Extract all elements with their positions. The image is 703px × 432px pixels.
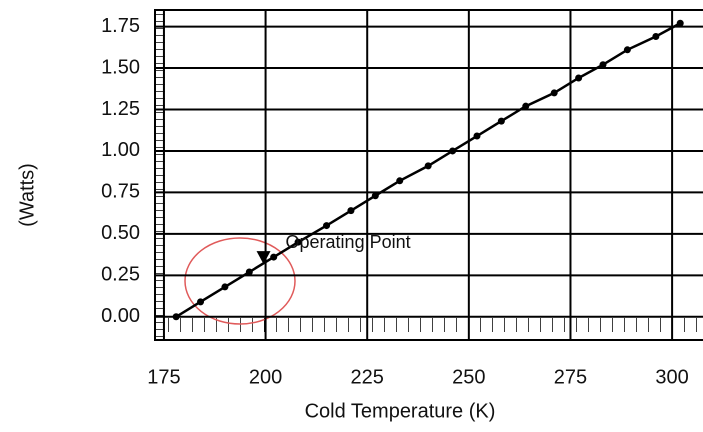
- point: [599, 61, 607, 69]
- y-tick-label: 0.75: [101, 181, 140, 203]
- x-tick-label: 300: [655, 366, 688, 388]
- plot-border: [154, 9, 703, 341]
- point: [172, 313, 180, 321]
- y-tick-label: 1.25: [101, 98, 140, 120]
- y-tick-label: 0.50: [101, 222, 140, 244]
- point: [396, 177, 404, 185]
- point: [197, 298, 205, 306]
- annotation: Operating Point: [286, 232, 411, 252]
- point: [347, 207, 355, 215]
- operating-point: [256, 251, 271, 265]
- y-tick-label: 0.25: [101, 264, 140, 286]
- point: [522, 102, 530, 110]
- y-tick-label: 1.75: [101, 15, 140, 37]
- point: [652, 33, 660, 41]
- point: [575, 74, 583, 82]
- point: [497, 117, 505, 125]
- point: [424, 162, 432, 170]
- y-tick-label: 1.00: [101, 139, 140, 161]
- x-axis-label: Cold Temperature (K): [305, 400, 496, 422]
- x-tick-label: 225: [351, 366, 384, 388]
- point: [294, 238, 302, 246]
- point: [371, 192, 379, 200]
- x-tick-label: 275: [554, 366, 587, 388]
- point: [676, 19, 684, 27]
- point: [245, 268, 253, 276]
- y-axis-label: (Watts): [16, 163, 38, 227]
- y-tick-label: 0.00: [101, 305, 140, 327]
- x-tick-label: 175: [147, 366, 180, 388]
- x-tick-label: 250: [452, 366, 485, 388]
- point: [623, 46, 631, 54]
- point: [473, 132, 481, 140]
- point: [221, 283, 229, 291]
- x-tick-label: 200: [249, 366, 282, 388]
- y-tick-label: 1.50: [101, 56, 140, 78]
- point: [550, 89, 558, 97]
- axis-frame: [165, 318, 703, 332]
- point: [270, 253, 278, 261]
- highlight-circle: [184, 237, 296, 325]
- point: [449, 147, 457, 155]
- axis-frame: [155, 10, 165, 340]
- point: [323, 222, 331, 230]
